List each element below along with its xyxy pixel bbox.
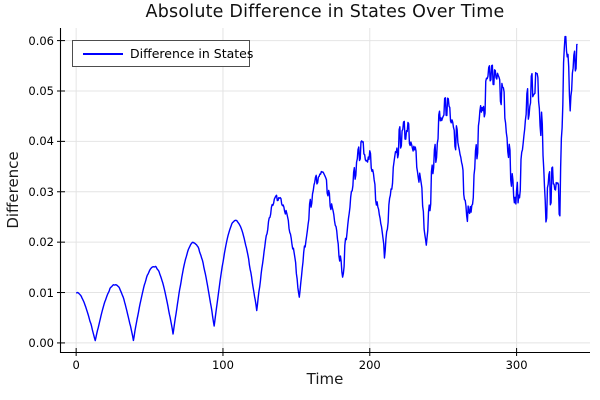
y-tick-label: 0.00 — [28, 335, 54, 350]
plot-area — [57, 28, 590, 356]
legend-line-sample-icon — [83, 52, 123, 55]
legend-series-label: Difference in States — [130, 46, 254, 61]
y-tick-label: 0.01 — [28, 285, 54, 300]
y-tick-label: 0.05 — [28, 83, 54, 98]
x-axis-label: Time — [306, 370, 344, 388]
y-tick-label: 0.06 — [28, 33, 54, 48]
x-tick-label: 200 — [358, 358, 381, 372]
legend: Difference in States — [72, 40, 254, 67]
x-tick-label: 0 — [72, 358, 80, 372]
x-tick-label: 100 — [211, 358, 234, 372]
series-line — [76, 35, 578, 342]
chart-title: Absolute Difference in States Over Time — [145, 2, 505, 22]
y-tick-label: 0.03 — [28, 184, 54, 199]
y-tick-label: 0.04 — [28, 134, 54, 149]
y-tick-label: 0.02 — [28, 235, 54, 250]
x-tick-label: 300 — [505, 358, 528, 372]
